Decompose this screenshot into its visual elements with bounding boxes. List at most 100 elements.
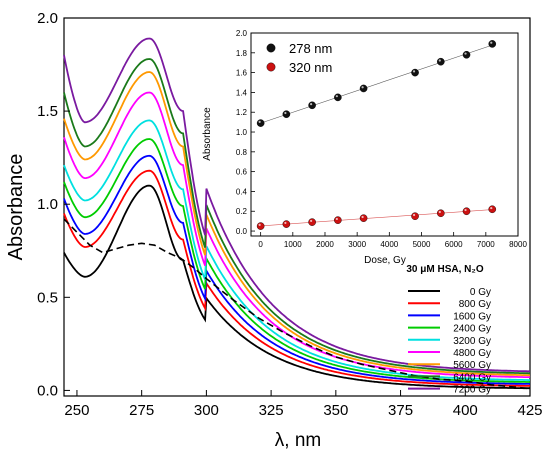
inset-y-tick-label: 0.0 bbox=[236, 227, 248, 236]
inset-x-tick-label: 4000 bbox=[380, 240, 398, 249]
main-x-tick-label: 425 bbox=[517, 402, 542, 419]
inset-point-highlight bbox=[412, 70, 416, 73]
main-x-tick-label: 400 bbox=[453, 402, 478, 419]
inset-point-highlight bbox=[361, 86, 364, 89]
legend-label: 0 Gy bbox=[470, 287, 491, 298]
legend-label: 6400 Gy bbox=[453, 372, 491, 383]
spectrum-line bbox=[63, 119, 530, 381]
inset-x-axis: 0 1000 2000 3000 4000 5000 6000 7000 8000 bbox=[258, 232, 527, 249]
inset-y-tick-label: 0.2 bbox=[236, 207, 248, 216]
inset-data-point bbox=[256, 222, 265, 230]
inset-y-axis: 0.0 0.2 0.4 0.6 0.8 1.0 1.2 1.4 1.6 1.8 2.0 bbox=[236, 29, 255, 236]
inset-y-tick-label: 1.8 bbox=[236, 49, 248, 58]
inset-data-point bbox=[488, 205, 497, 214]
inset-data-point bbox=[359, 84, 368, 93]
main-curves bbox=[63, 37, 531, 390]
inset-x-tick-label: 8000 bbox=[509, 240, 527, 249]
main-x-tick-label: 250 bbox=[64, 402, 89, 419]
main-y-axis: 0.0 0.5 1.0 1.5 2.0 bbox=[37, 10, 70, 399]
inset-y-tick-label: 0.6 bbox=[236, 168, 248, 177]
inset-data-point bbox=[282, 220, 291, 228]
inset-x-tick-label: 3000 bbox=[348, 240, 366, 249]
inset-point-highlight bbox=[361, 215, 364, 219]
legend-label: 7200 Gy bbox=[453, 385, 491, 396]
main-y-tick-label: 0.5 bbox=[37, 289, 58, 306]
inset-point-highlight bbox=[258, 120, 261, 124]
inset-data-point bbox=[334, 93, 342, 102]
inset-data-point bbox=[256, 119, 265, 127]
legend-label: 1600 Gy bbox=[453, 311, 491, 322]
inset-legend: 278 nm 320 nm bbox=[266, 41, 332, 75]
inset-y-axis-label: Absorbance bbox=[202, 107, 213, 161]
inset-data-point bbox=[282, 110, 291, 118]
inset-point-highlight bbox=[438, 59, 441, 62]
inset-data-point bbox=[462, 207, 471, 216]
inset-legend-label: 320 nm bbox=[289, 60, 332, 75]
inset-point-highlight bbox=[464, 52, 467, 55]
spectrum-line bbox=[63, 58, 530, 375]
inset-x-tick-label: 2000 bbox=[316, 240, 334, 249]
inset-x-tick-label: 5000 bbox=[413, 240, 431, 249]
inset-data-point bbox=[436, 209, 445, 218]
inset-point-highlight bbox=[310, 219, 313, 223]
inset-y-tick-label: 1.6 bbox=[236, 69, 248, 78]
inset-data-point bbox=[359, 214, 368, 222]
spectrum-line bbox=[63, 37, 530, 373]
inset-y-tick-label: 1.2 bbox=[236, 108, 248, 117]
main-x-axis-label: λ, nm bbox=[275, 430, 321, 451]
spectrum-line bbox=[63, 184, 530, 390]
inset-data-point bbox=[411, 212, 419, 220]
main-x-tick-label: 350 bbox=[323, 402, 348, 419]
spectrum-line bbox=[63, 71, 530, 377]
inset-x-tick-label: 6000 bbox=[445, 240, 463, 249]
inset-data-point bbox=[308, 218, 316, 226]
inset-fit-line bbox=[260, 44, 493, 124]
inset-data-point bbox=[411, 68, 419, 77]
inset-dose-plot: 0.0 0.2 0.4 0.6 0.8 1.0 1.2 1.4 1.6 1.8 2.0 0 1000 2… bbox=[202, 29, 527, 266]
inset-point-highlight bbox=[464, 208, 467, 212]
main-x-tick-label: 375 bbox=[388, 402, 413, 419]
main-x-tick-label: 275 bbox=[129, 402, 154, 419]
main-x-axis: 250 275 300 325 350 375 400 425 bbox=[64, 390, 543, 419]
spectrum-line bbox=[63, 154, 531, 385]
main-y-axis-label: Absorbance bbox=[5, 154, 27, 261]
inset-data-point bbox=[462, 50, 471, 59]
inset-data-point bbox=[488, 40, 497, 48]
legend-label: 2400 Gy bbox=[453, 324, 491, 335]
inset-point-highlight bbox=[258, 223, 261, 226]
inset-x-tick-label: 7000 bbox=[477, 240, 495, 249]
legend-label: 4800 Gy bbox=[453, 348, 491, 359]
inset-point-highlight bbox=[490, 206, 493, 210]
inset-fit-line bbox=[260, 209, 493, 227]
inset-point-highlight bbox=[284, 111, 287, 115]
inset-legend-label: 278 nm bbox=[289, 41, 332, 56]
inset-y-tick-label: 0.8 bbox=[236, 148, 248, 157]
inset-point-highlight bbox=[335, 217, 338, 221]
spectrum-line bbox=[63, 138, 530, 383]
inset-data-point bbox=[436, 57, 445, 66]
inset-y-tick-label: 1.4 bbox=[236, 88, 248, 97]
inset-x-tick-label: 1000 bbox=[284, 240, 302, 249]
inset-point-highlight bbox=[490, 41, 493, 44]
main-y-tick-label: 1.5 bbox=[37, 103, 58, 120]
inset-point-highlight bbox=[438, 210, 441, 214]
inset-x-axis-label: Dose, Gy bbox=[364, 255, 406, 266]
inset-x-tick-label: 0 bbox=[258, 240, 263, 249]
inset-point-highlight bbox=[284, 221, 287, 225]
legend-label: 800 Gy bbox=[459, 299, 491, 310]
main-x-tick-label: 325 bbox=[259, 402, 284, 419]
legend-label: 5600 Gy bbox=[453, 360, 491, 371]
legend-title: 30 μM HSA, N₂O bbox=[406, 264, 483, 275]
inset-y-tick-label: 2.0 bbox=[236, 29, 248, 38]
inset-y-tick-label: 0.4 bbox=[236, 187, 248, 196]
inset-point-highlight bbox=[412, 213, 416, 217]
main-y-tick-label: 1.0 bbox=[37, 196, 58, 213]
main-x-tick-label: 300 bbox=[194, 402, 219, 419]
inset-data-point bbox=[334, 216, 342, 224]
main-y-tick-label: 0.0 bbox=[37, 382, 58, 399]
inset-content bbox=[256, 40, 497, 230]
spectrum-line bbox=[63, 169, 530, 387]
